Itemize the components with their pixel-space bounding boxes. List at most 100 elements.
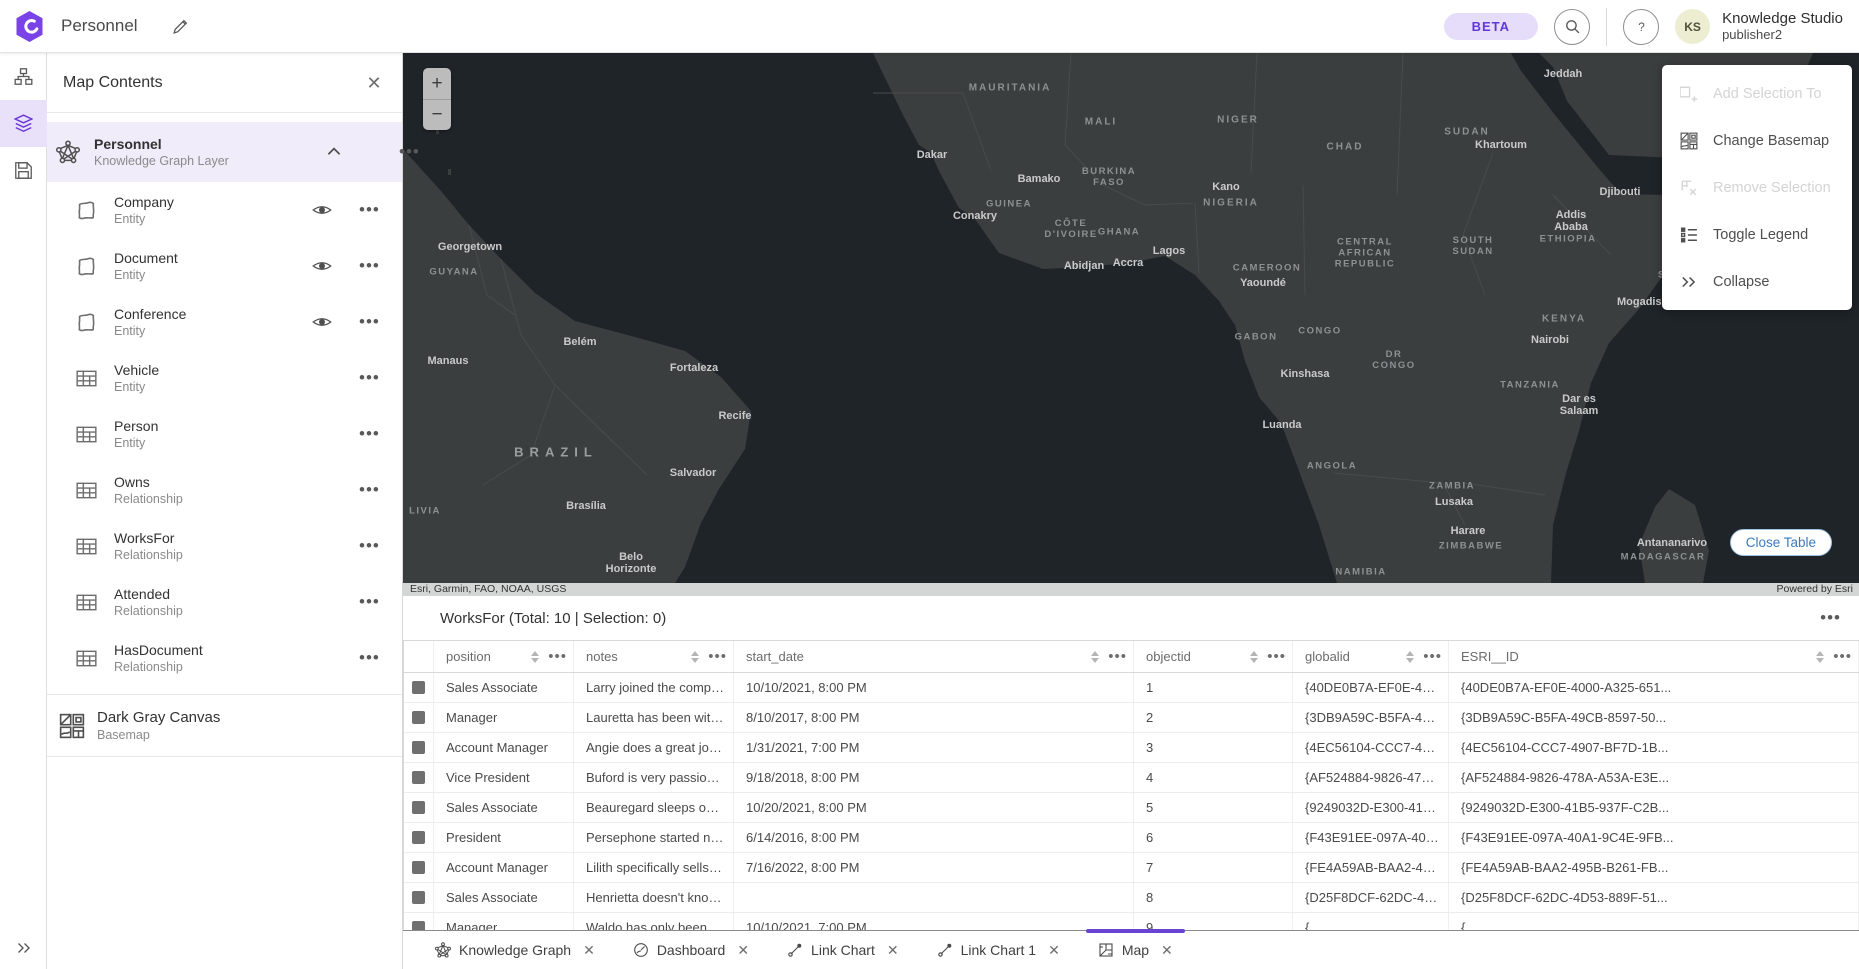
- account-info[interactable]: Knowledge Studio publisher2: [1722, 10, 1843, 42]
- cell-globalid[interactable]: {40DE0B7A-EF0E-4000-A325-65...: [1293, 673, 1449, 702]
- cell-start_date[interactable]: 9/18/2018, 8:00 PM: [734, 763, 1134, 792]
- layer-row-document[interactable]: Document Entity •••: [47, 238, 402, 294]
- tab-close-icon[interactable]: ✕: [737, 941, 750, 958]
- cell-start_date[interactable]: 10/20/2021, 8:00 PM: [734, 793, 1134, 822]
- tab-close-icon[interactable]: ✕: [1161, 941, 1173, 958]
- column-menu-icon[interactable]: •••: [708, 648, 727, 665]
- zoom-out-button[interactable]: −: [423, 99, 451, 130]
- sort-icon[interactable]: [1816, 650, 1825, 663]
- column-menu-icon[interactable]: •••: [1108, 648, 1127, 665]
- cell-ESRI__ID[interactable]: {F43E91EE-097A-40A1-9C4E-9FB...: [1449, 823, 1859, 852]
- edit-title-icon[interactable]: [172, 18, 189, 35]
- cell-position[interactable]: Manager: [434, 703, 574, 732]
- column-header-notes[interactable]: notes •••: [574, 641, 734, 672]
- cell-objectid[interactable]: 1: [1134, 673, 1293, 702]
- cell-objectid[interactable]: 2: [1134, 703, 1293, 732]
- layer-row-owns[interactable]: Owns Relationship •••: [47, 462, 402, 518]
- layer-row-hasdocument[interactable]: HasDocument Relationship •••: [47, 630, 402, 686]
- layer-options-icon[interactable]: •••: [359, 424, 380, 443]
- cell-ESRI__ID[interactable]: {3DB9A59C-B5FA-49CB-8597-50...: [1449, 703, 1859, 732]
- cell-start_date[interactable]: 10/10/2021, 8:00 PM: [734, 673, 1134, 702]
- cell-globalid[interactable]: {F43E91EE-097A-40A1-9C4E-9FB...: [1293, 823, 1449, 852]
- menu-item-toggle-legend[interactable]: Toggle Legend: [1662, 211, 1852, 258]
- cell-position[interactable]: Vice President: [434, 763, 574, 792]
- sort-icon[interactable]: [1250, 650, 1259, 663]
- row-checkbox[interactable]: [412, 741, 425, 754]
- cell-notes[interactable]: Buford is very passionate about s...: [574, 763, 734, 792]
- row-checkbox[interactable]: [412, 831, 425, 844]
- layer-group-options-icon[interactable]: •••: [399, 142, 420, 161]
- column-menu-icon[interactable]: •••: [1423, 648, 1442, 665]
- row-checkbox[interactable]: [412, 681, 425, 694]
- cell-start_date[interactable]: [734, 883, 1134, 912]
- layer-row-company[interactable]: Company Entity •••: [47, 182, 402, 238]
- sort-icon[interactable]: [691, 650, 700, 663]
- column-header-ESRI__ID[interactable]: ESRI__ID •••: [1449, 641, 1859, 672]
- layer-options-icon[interactable]: •••: [359, 536, 380, 555]
- cell-position[interactable]: Sales Associate: [434, 793, 574, 822]
- cell-objectid[interactable]: 5: [1134, 793, 1293, 822]
- collapse-group-icon[interactable]: [325, 143, 343, 161]
- layer-group-personnel[interactable]: Personnel Knowledge Graph Layer •••: [47, 122, 419, 182]
- column-header-position[interactable]: position •••: [434, 641, 574, 672]
- cell-notes[interactable]: Larry joined the company to impr...: [574, 673, 734, 702]
- cell-notes[interactable]: Lilith specifically sells supplies to ..…: [574, 853, 734, 882]
- help-button[interactable]: ?: [1623, 8, 1660, 45]
- cell-position[interactable]: Account Manager: [434, 733, 574, 762]
- cell-objectid[interactable]: 7: [1134, 853, 1293, 882]
- cell-position[interactable]: President: [434, 823, 574, 852]
- menu-item-collapse[interactable]: Collapse: [1662, 258, 1852, 305]
- cell-globalid[interactable]: {D25F8DCF-62DC-4D53-889F-51...: [1293, 883, 1449, 912]
- cell-start_date[interactable]: 1/31/2021, 7:00 PM: [734, 733, 1134, 762]
- column-menu-icon[interactable]: •••: [1833, 648, 1852, 665]
- cell-globalid[interactable]: {9249032D-E300-41B5-937F-C2B...: [1293, 793, 1449, 822]
- sort-icon[interactable]: [1406, 650, 1415, 663]
- cell-ESRI__ID[interactable]: {FE4A59AB-BAA2-495B-B261-FB...: [1449, 853, 1859, 882]
- cell-notes[interactable]: Persephone started new metal o...: [574, 823, 734, 852]
- row-checkbox[interactable]: [412, 921, 425, 930]
- layer-options-icon[interactable]: •••: [359, 200, 380, 219]
- column-menu-icon[interactable]: •••: [548, 648, 567, 665]
- tab-knowledge-graph[interactable]: Knowledge Graph ✕: [423, 931, 607, 969]
- tab-close-icon[interactable]: ✕: [1048, 941, 1060, 958]
- row-checkbox[interactable]: [412, 771, 425, 784]
- layer-row-conference[interactable]: Conference Entity •••: [47, 294, 402, 350]
- user-avatar[interactable]: KS: [1675, 9, 1711, 44]
- table-options-icon[interactable]: •••: [1820, 608, 1841, 627]
- cell-position[interactable]: Manager: [434, 913, 574, 930]
- cell-globalid[interactable]: {...: [1293, 913, 1449, 930]
- layer-options-icon[interactable]: •••: [359, 592, 380, 611]
- sidebar-item-layers[interactable]: [0, 100, 47, 147]
- layer-row-vehicle[interactable]: Vehicle Entity •••: [47, 350, 402, 406]
- eye-icon[interactable]: [312, 200, 332, 220]
- cell-ESRI__ID[interactable]: {AF524884-9826-478A-A53A-E3E...: [1449, 763, 1859, 792]
- layer-options-icon[interactable]: •••: [359, 480, 380, 499]
- cell-start_date[interactable]: 8/10/2017, 8:00 PM: [734, 703, 1134, 732]
- search-button[interactable]: [1554, 8, 1591, 45]
- row-checkbox[interactable]: [412, 711, 425, 724]
- cell-position[interactable]: Sales Associate: [434, 883, 574, 912]
- cell-objectid[interactable]: 9: [1134, 913, 1293, 930]
- layer-options-icon[interactable]: •••: [359, 368, 380, 387]
- cell-notes[interactable]: Angie does a great job bringing i...: [574, 733, 734, 762]
- sidebar-item-hierarchy[interactable]: [0, 53, 47, 100]
- cell-start_date[interactable]: 10/10/2021, 7:00 PM: [734, 913, 1134, 930]
- cell-globalid[interactable]: {3DB9A59C-B5FA-49CB-8597-50...: [1293, 703, 1449, 732]
- map-view[interactable]: Jeddah MAURITANIA MALI NIGER SUDAN CHAD Kharto…: [403, 53, 1859, 583]
- sort-icon[interactable]: [531, 650, 540, 663]
- cell-position[interactable]: Sales Associate: [434, 673, 574, 702]
- tab-map[interactable]: Map ✕: [1085, 928, 1185, 969]
- layer-options-icon[interactable]: •••: [359, 312, 380, 331]
- column-header-objectid[interactable]: objectid •••: [1134, 641, 1293, 672]
- cell-notes[interactable]: Henrietta doesn't know what she'...: [574, 883, 734, 912]
- tab-dashboard[interactable]: Dashboard ✕: [621, 931, 761, 969]
- close-table-button[interactable]: Close Table: [1729, 529, 1832, 556]
- tab-close-icon[interactable]: ✕: [583, 941, 595, 958]
- column-menu-icon[interactable]: •••: [1267, 648, 1286, 665]
